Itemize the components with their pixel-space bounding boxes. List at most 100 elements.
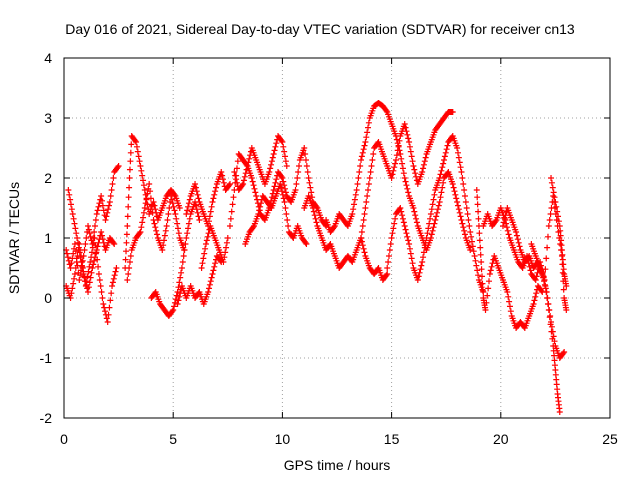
y-tick-labels: -2 -1 0 1 2 3 4 (40, 50, 53, 426)
data-point (417, 266, 424, 273)
data-point (178, 265, 185, 271)
data-point (139, 172, 146, 179)
data-point (405, 237, 412, 244)
data-point (545, 301, 552, 307)
data-point (67, 196, 74, 203)
data-point (170, 307, 177, 313)
data-point (543, 289, 550, 295)
data-point (500, 219, 507, 226)
data-point (543, 255, 550, 262)
data-point (176, 279, 183, 286)
data-point (427, 211, 434, 217)
data-point (544, 244, 551, 251)
data-point (74, 235, 81, 241)
data-point (561, 349, 568, 355)
data-point (178, 269, 185, 276)
data-point (72, 225, 79, 232)
data-point (234, 158, 241, 165)
data-point (68, 290, 75, 297)
data-point (533, 273, 540, 280)
data-point (268, 161, 275, 168)
data-point (114, 164, 121, 171)
data-point (479, 287, 486, 294)
data-point (226, 181, 233, 187)
data-point (408, 255, 415, 262)
data-point (307, 184, 314, 191)
data-point (303, 241, 310, 247)
data-point (458, 169, 465, 175)
data-point (176, 205, 183, 211)
data-point (468, 233, 475, 240)
data-point (125, 271, 132, 277)
data-point (308, 189, 315, 196)
data-point (97, 283, 104, 289)
data-point (94, 243, 101, 250)
data-point (560, 286, 567, 293)
data-point (473, 187, 480, 193)
data-point (78, 259, 85, 265)
data-point (221, 254, 228, 261)
data-point (193, 188, 200, 195)
data-point (193, 206, 200, 213)
data-point (545, 223, 552, 229)
data-point (201, 250, 208, 257)
data-point (501, 215, 508, 222)
data-point (463, 205, 470, 211)
data-point (141, 205, 148, 211)
data-point (402, 226, 409, 233)
data-point (492, 218, 499, 225)
data-point (548, 319, 555, 325)
data-point (240, 181, 247, 187)
data-points (63, 100, 570, 415)
data-point (393, 136, 400, 143)
data-point (168, 193, 175, 199)
data-point (456, 209, 463, 216)
data-point (86, 279, 93, 286)
data-point (273, 176, 280, 183)
data-point (390, 167, 397, 174)
y-axis-label: SDTVAR / TECUs (6, 182, 22, 294)
data-point (533, 290, 540, 297)
data-point (123, 231, 130, 238)
data-point (392, 160, 399, 167)
data-point (99, 202, 106, 209)
data-point (295, 163, 302, 169)
data-point (111, 241, 118, 247)
data-point (95, 263, 102, 270)
data-point (550, 189, 557, 196)
data-point (96, 277, 103, 283)
data-point (351, 201, 358, 208)
data-point (104, 319, 111, 325)
data-point (133, 139, 140, 145)
data-point (398, 155, 405, 162)
data-point (171, 191, 178, 198)
data-point (397, 205, 404, 211)
data-point (553, 203, 560, 210)
data-point (124, 213, 131, 220)
data-point (302, 239, 309, 246)
data-point (428, 206, 435, 213)
data-point (454, 199, 461, 205)
data-point (399, 165, 406, 172)
data-point (391, 220, 398, 227)
series-track-i (198, 223, 231, 271)
data-point (241, 173, 248, 180)
data-point (280, 143, 287, 150)
data-point (282, 158, 289, 165)
data-point (72, 248, 79, 255)
data-point (104, 209, 111, 216)
data-point (486, 278, 493, 285)
data-point (551, 205, 558, 211)
data-point (421, 158, 428, 165)
data-point (394, 147, 401, 154)
data-point (113, 265, 120, 271)
data-point (359, 149, 366, 156)
data-point (69, 285, 76, 292)
data-point (135, 153, 142, 160)
data-point (180, 253, 187, 259)
data-point (462, 199, 469, 205)
data-point (253, 193, 260, 199)
data-point (132, 137, 139, 144)
data-point (272, 179, 279, 186)
data-point (269, 154, 276, 161)
